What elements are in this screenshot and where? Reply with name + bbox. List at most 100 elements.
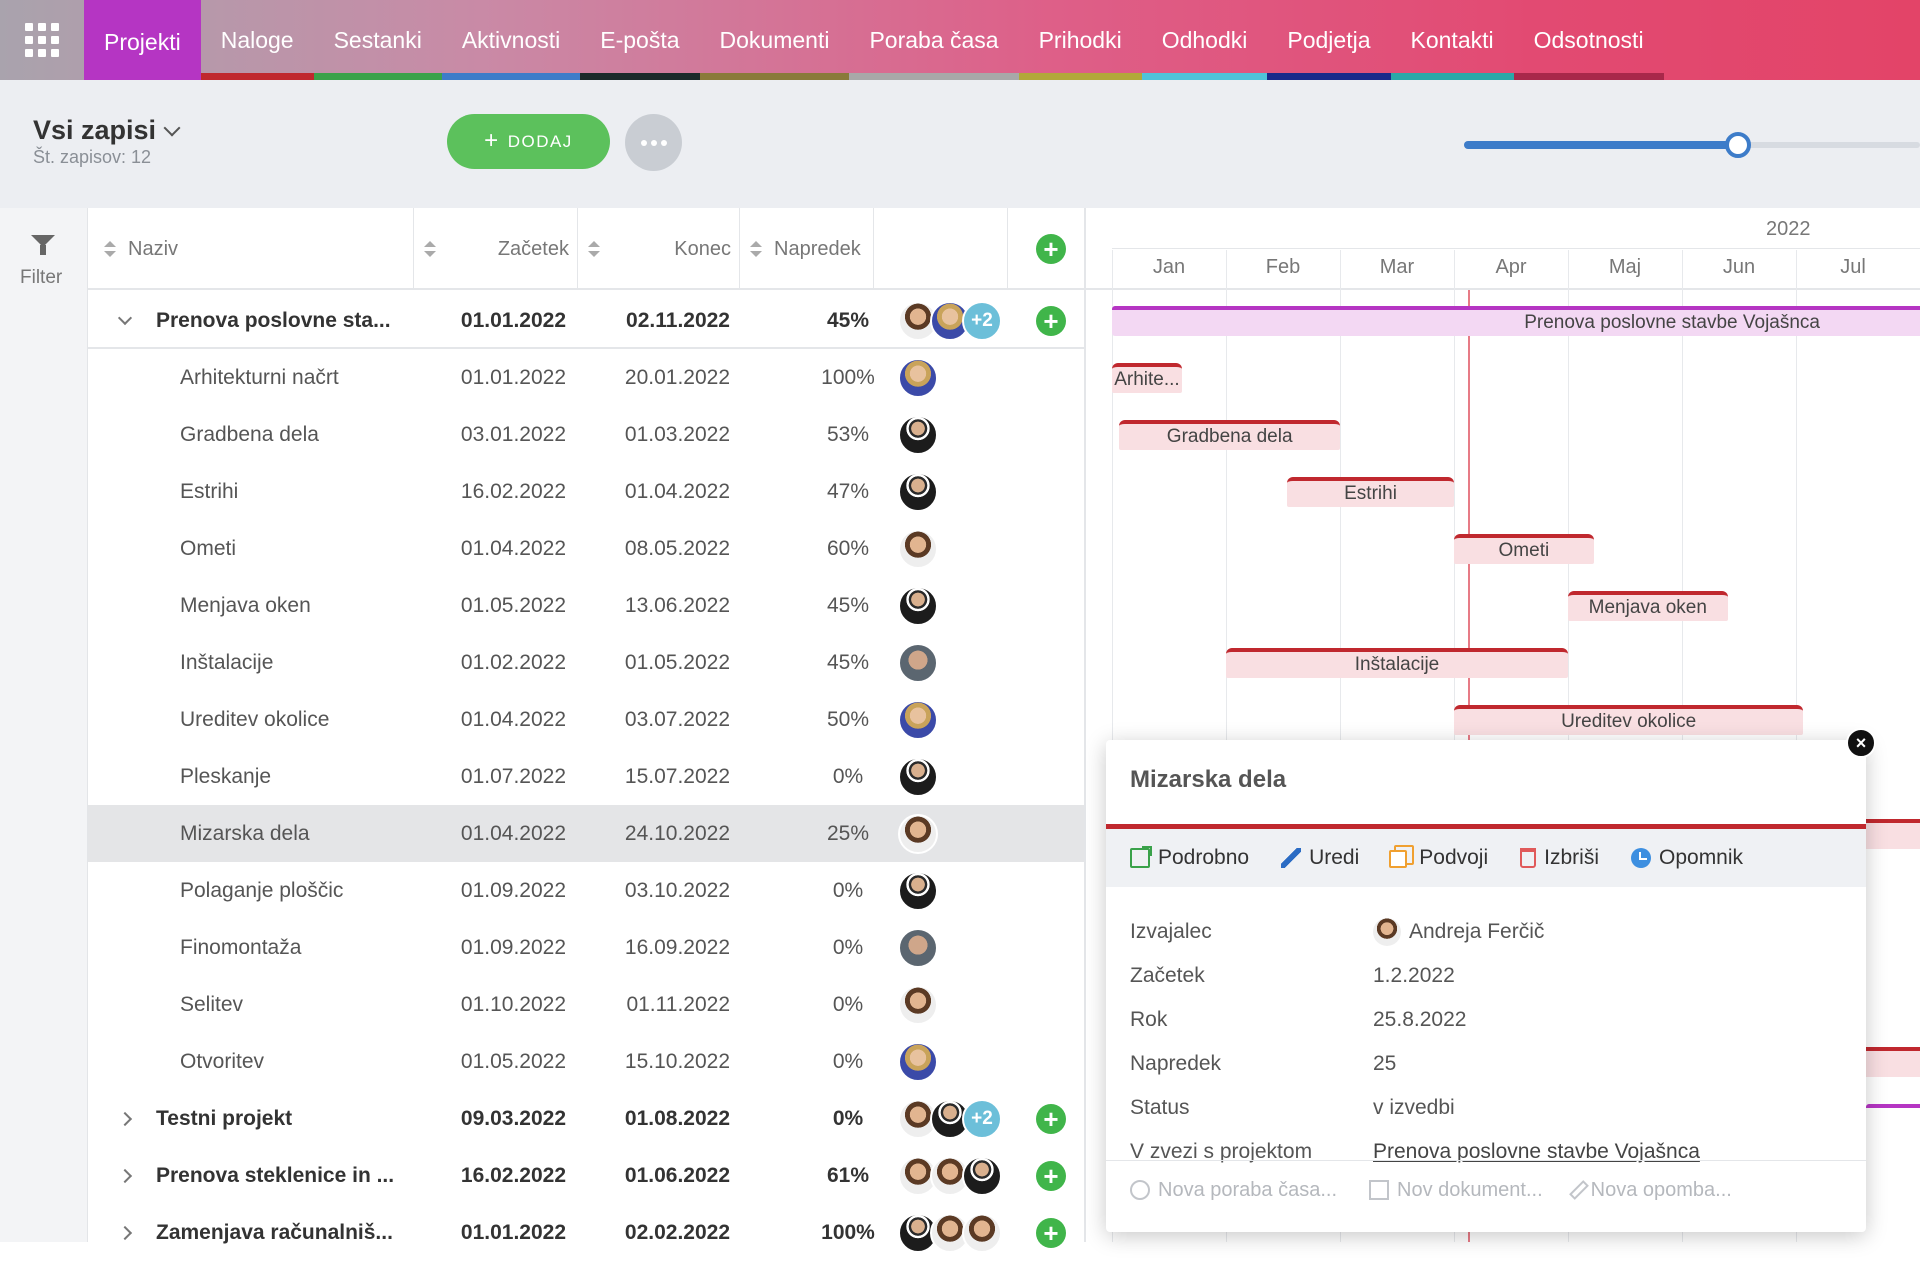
nav-tab-color-bar — [1513, 73, 1664, 80]
pane-divider[interactable] — [1084, 208, 1086, 1242]
project-row[interactable]: Zamenjava računalniš... 01.01.2022 02.02.2… — [88, 1204, 1084, 1261]
column-end-header[interactable]: Konec — [578, 208, 740, 290]
filter-panel[interactable] — [0, 208, 88, 1242]
task-row[interactable]: Finomontaža 01.09.2022 16.09.2022 0% — [88, 919, 1084, 976]
nav-tab-projekti[interactable]: Projekti — [84, 0, 201, 84]
zoom-slider-handle[interactable] — [1725, 132, 1751, 158]
nav-tab-aktivnosti[interactable]: Aktivnosti — [441, 0, 581, 80]
avatar[interactable] — [898, 585, 938, 626]
nav-tab-naloge[interactable]: Naloge — [200, 0, 314, 80]
avatar[interactable] — [898, 699, 938, 740]
avatar[interactable] — [898, 870, 938, 911]
task-row[interactable]: Arhitekturni načrt 01.01.2022 20.01.2022 10… — [88, 349, 1084, 406]
task-row[interactable]: Inštalacije 01.02.2022 01.05.2022 45% — [88, 634, 1084, 691]
task-row[interactable]: Menjava oken 01.05.2022 13.06.2022 45% — [88, 577, 1084, 634]
task-row[interactable]: Otvoritev 01.05.2022 15.10.2022 0% — [88, 1033, 1084, 1090]
reminder-button[interactable]: Opomnik — [1631, 846, 1743, 870]
add-task-button[interactable]: + — [1036, 1147, 1066, 1204]
more-members-badge[interactable]: +2 — [962, 300, 1002, 341]
project-row[interactable]: Prenova poslovne sta... 01.01.2022 02.11.2… — [88, 292, 1084, 349]
gantt-project-bar[interactable]: Prenova poslovne stavbe Vojašnca — [1112, 306, 1920, 336]
new-time-entry-button[interactable]: Nova poraba časa... — [1130, 1179, 1337, 1202]
delete-button[interactable]: Izbriši — [1520, 846, 1599, 870]
apps-menu-button[interactable] — [0, 0, 84, 80]
add-task-button[interactable]: + — [1036, 292, 1066, 349]
add-task-button[interactable]: + — [1036, 1204, 1066, 1261]
sort-icon[interactable] — [750, 241, 762, 257]
gantt-task-bar[interactable]: Arhite... — [1112, 363, 1182, 393]
sort-icon[interactable] — [424, 241, 436, 257]
add-project-button[interactable]: + — [1036, 208, 1076, 290]
chevron-right-icon[interactable] — [117, 1147, 133, 1204]
avatar[interactable] — [898, 414, 938, 455]
gantt-task-bar[interactable]: Inštalacije — [1226, 648, 1568, 678]
avatar[interactable] — [898, 813, 938, 854]
task-row[interactable]: Mizarska dela 01.04.2022 24.10.2022 25% — [88, 805, 1084, 862]
filter-icon[interactable] — [31, 235, 55, 247]
view-selector[interactable]: Vsi zapisi — [33, 115, 181, 146]
avatar[interactable] — [898, 927, 938, 968]
related-project-link[interactable]: Prenova poslovne stavbe Vojašnca — [1373, 1140, 1700, 1163]
field-value: 25.8.2022 — [1373, 1008, 1467, 1031]
avatar[interactable] — [898, 357, 938, 398]
add-task-button[interactable]: + — [1036, 1090, 1066, 1147]
nav-tab-odhodki[interactable]: Odhodki — [1141, 0, 1268, 80]
task-row[interactable]: Ureditev okolice 01.04.2022 03.07.2022 50% — [88, 691, 1084, 748]
column-progress-header[interactable]: Napredek — [740, 208, 874, 290]
task-row[interactable]: Estrihi 16.02.2022 01.04.2022 47% — [88, 463, 1084, 520]
nav-tab-prihodki[interactable]: Prihodki — [1018, 0, 1142, 80]
sort-icon[interactable] — [588, 241, 600, 257]
task-row[interactable]: Gradbena dela 03.01.2022 01.03.2022 53% — [88, 406, 1084, 463]
gantt-task-bar[interactable]: Gradbena dela — [1119, 420, 1340, 450]
gantt-bar-label: Gradbena dela — [1166, 426, 1293, 447]
edit-button[interactable]: Uredi — [1281, 846, 1359, 870]
new-note-button[interactable]: Nova opomba... — [1568, 1179, 1732, 1202]
avatar[interactable] — [898, 1041, 938, 1082]
row-start: 01.09.2022 — [460, 935, 566, 959]
nav-tab-poraba-asa[interactable]: Poraba časa — [849, 0, 1019, 80]
field-value: 25 — [1373, 1052, 1397, 1075]
avatar[interactable] — [898, 471, 938, 512]
more-options-button[interactable] — [625, 114, 682, 171]
details-button[interactable]: Podrobno — [1130, 846, 1249, 870]
task-row[interactable]: Polaganje ploščic 01.09.2022 03.10.2022 0% — [88, 862, 1084, 919]
chevron-right-icon[interactable] — [117, 1090, 133, 1147]
more-members-badge[interactable]: +2 — [962, 1098, 1002, 1139]
nav-tab-podjetja[interactable]: Podjetja — [1267, 0, 1391, 80]
filter-label[interactable]: Filter — [20, 267, 63, 288]
task-row[interactable]: Pleskanje 01.07.2022 15.07.2022 0% — [88, 748, 1084, 805]
add-button[interactable]: + DODAJ — [447, 114, 610, 169]
row-name: Selitev — [180, 992, 244, 1016]
gantt-project-bar[interactable] — [1866, 1104, 1920, 1134]
nav-tab-odsotnosti[interactable]: Odsotnosti — [1513, 0, 1664, 80]
avatar[interactable] — [898, 756, 938, 797]
gantt-bar-label: Ometi — [1498, 540, 1550, 561]
nav-tab-e-po-ta[interactable]: E-pošta — [580, 0, 700, 80]
row-end: 01.11.2022 — [626, 992, 730, 1016]
chevron-down-icon[interactable] — [117, 292, 133, 349]
nav-tab-kontakti[interactable]: Kontakti — [1390, 0, 1514, 80]
project-row[interactable]: Prenova steklenice in ... 16.02.2022 01.06… — [88, 1147, 1084, 1204]
task-row[interactable]: Selitev 01.10.2022 01.11.2022 0% — [88, 976, 1084, 1033]
sort-icon[interactable] — [104, 241, 116, 257]
column-start-header[interactable]: Začetek — [414, 208, 578, 290]
avatar[interactable] — [898, 984, 938, 1025]
chevron-right-icon[interactable] — [117, 1204, 133, 1261]
gantt-task-bar[interactable]: Menjava oken — [1568, 591, 1728, 621]
column-name-header[interactable]: Naziv — [88, 208, 414, 290]
close-popup-button[interactable]: × — [1846, 728, 1876, 758]
new-document-button[interactable]: Nov dokument... — [1369, 1179, 1543, 1202]
nav-tab-dokumenti[interactable]: Dokumenti — [699, 0, 850, 80]
task-row[interactable]: Ometi 01.04.2022 08.05.2022 60% — [88, 520, 1084, 577]
nav-tab-sestanki[interactable]: Sestanki — [313, 0, 442, 80]
project-row[interactable]: Testni projekt 09.03.2022 01.08.2022 0% +2 + — [88, 1090, 1084, 1147]
avatar[interactable] — [898, 642, 938, 683]
avatar[interactable] — [962, 1155, 1002, 1196]
avatar[interactable] — [898, 528, 938, 569]
gantt-task-bar[interactable]: Ureditev okolice — [1454, 705, 1804, 735]
avatar[interactable] — [962, 1212, 1002, 1253]
gantt-task-bar[interactable]: Ometi — [1454, 534, 1594, 564]
duplicate-button[interactable]: Podvoji — [1389, 845, 1488, 870]
nav-tab-color-bar — [1141, 73, 1268, 80]
gantt-task-bar[interactable]: Estrihi — [1287, 477, 1454, 507]
